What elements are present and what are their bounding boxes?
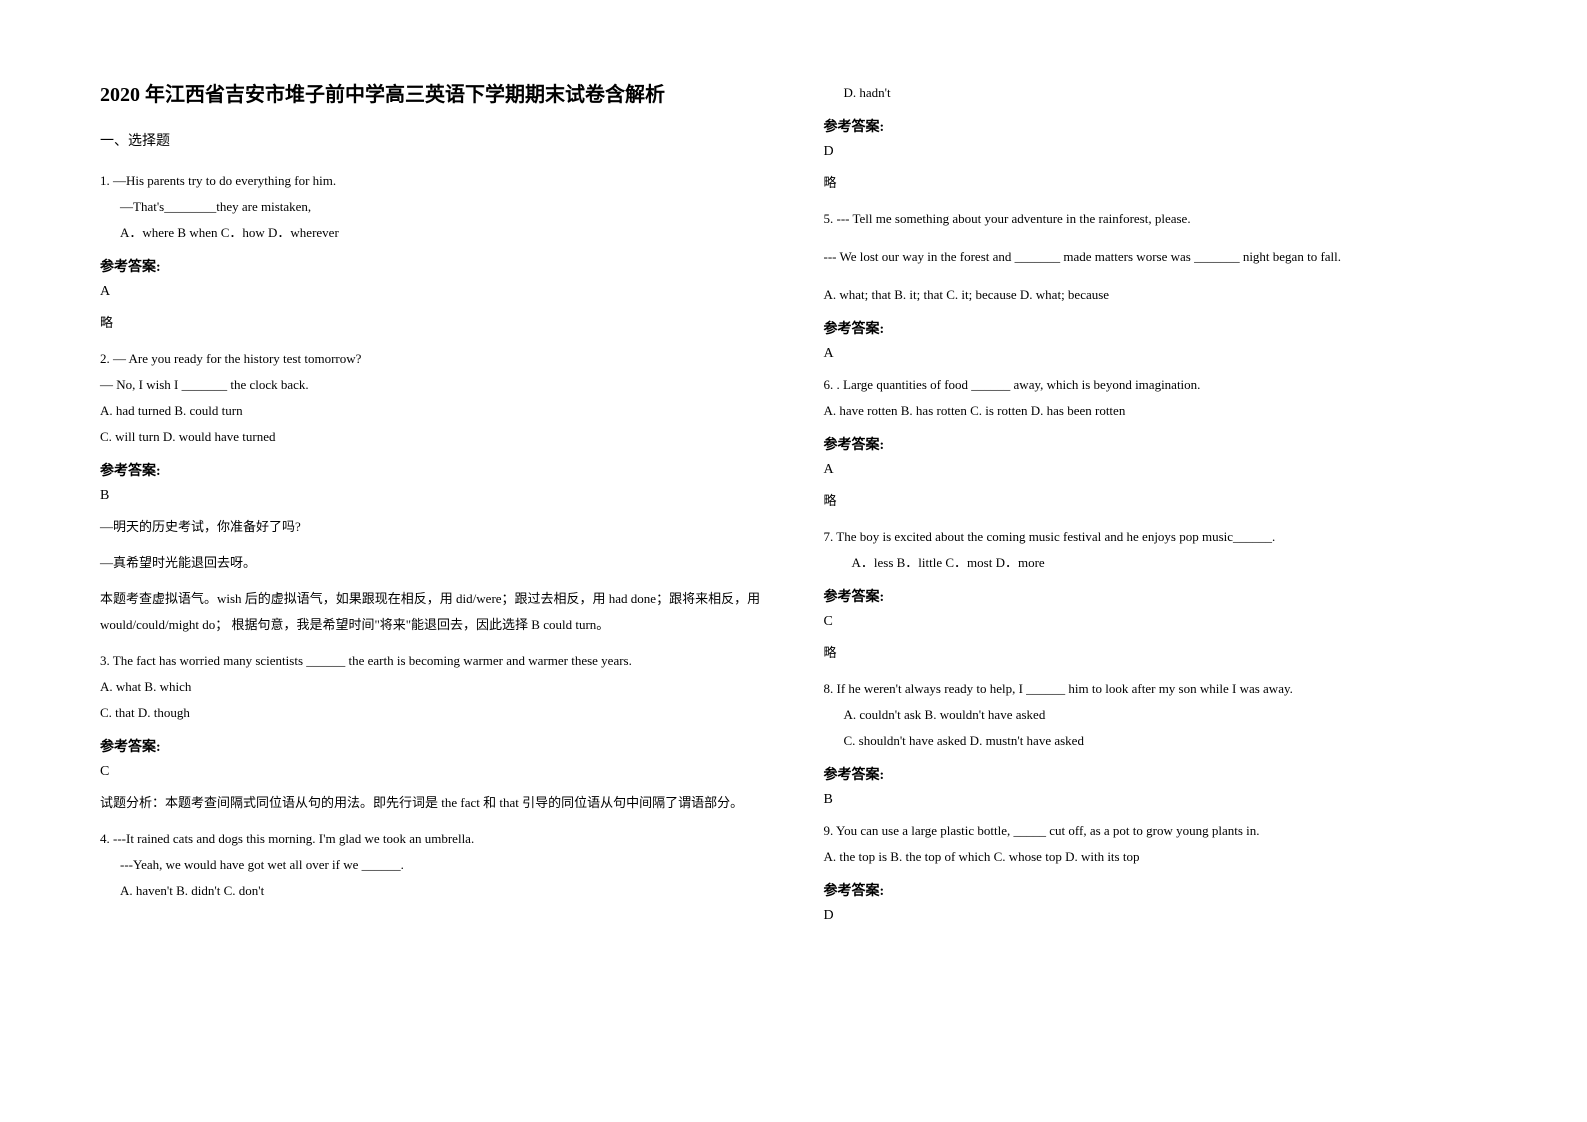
q2-exp3: 本题考查虚拟语气。wish 后的虚拟语气，如果跟现在相反，用 did/were；… — [100, 586, 764, 638]
q1-line2: —That's________they are mistaken, — [100, 194, 764, 220]
question-8: 8. If he weren't always ready to help, I… — [824, 676, 1488, 754]
q4-opt-d: D. hadn't — [824, 80, 1488, 106]
q7-options: A．less B．little C．most D．more — [824, 550, 1488, 576]
answer-label: 参考答案: — [100, 256, 764, 276]
q7-explanation: 略 — [824, 640, 1488, 666]
question-4: 4. ---It rained cats and dogs this morni… — [100, 826, 764, 904]
q9-options: A. the top is B. the top of which C. who… — [824, 844, 1488, 870]
q3-exp1: 试题分析：本题考查间隔式同位语从句的用法。即先行词是 the fact 和 th… — [100, 790, 764, 816]
q2-opt-a: A. had turned B. could turn — [100, 398, 764, 424]
q2-exp1: —明天的历史考试，你准备好了吗? — [100, 514, 764, 540]
q4-explanation: 略 — [824, 170, 1488, 196]
q8-line1: 8. If he weren't always ready to help, I… — [824, 676, 1488, 702]
section-header: 一、选择题 — [100, 130, 764, 150]
question-3: 3. The fact has worried many scientists … — [100, 648, 764, 726]
answer-label: 参考答案: — [824, 880, 1488, 900]
answer-label: 参考答案: — [824, 764, 1488, 784]
question-9: 9. You can use a large plastic bottle, _… — [824, 818, 1488, 870]
q6-options: A. have rotten B. has rotten C. is rotte… — [824, 398, 1488, 424]
left-column: 2020 年江西省吉安市堆子前中学高三英语下学期期末试卷含解析 一、选择题 1.… — [100, 80, 764, 1082]
q4-options: A. haven't B. didn't C. don't — [100, 878, 764, 904]
question-1: 1. —His parents try to do everything for… — [100, 168, 764, 246]
q3-opt-a: A. what B. which — [100, 674, 764, 700]
answer-label: 参考答案: — [100, 460, 764, 480]
answer-label: 参考答案: — [824, 318, 1488, 338]
q2-exp2: —真希望时光能退回去呀。 — [100, 550, 764, 576]
q5-line1: 5. --- Tell me something about your adve… — [824, 206, 1488, 232]
answer-label: 参考答案: — [824, 116, 1488, 136]
q1-options: A．where B when C．how D．wherever — [100, 220, 764, 246]
q3-answer: C — [100, 764, 764, 780]
document-title: 2020 年江西省吉安市堆子前中学高三英语下学期期末试卷含解析 — [100, 80, 764, 110]
q7-answer: C — [824, 614, 1488, 630]
q4-line1: 4. ---It rained cats and dogs this morni… — [100, 826, 764, 852]
answer-label: 参考答案: — [100, 736, 764, 756]
q1-answer: A — [100, 284, 764, 300]
q8-answer: B — [824, 792, 1488, 808]
q5-answer: A — [824, 346, 1488, 362]
q2-answer: B — [100, 488, 764, 504]
q4-line2: ---Yeah, we would have got wet all over … — [100, 852, 764, 878]
answer-label: 参考答案: — [824, 586, 1488, 606]
question-7: 7. The boy is excited about the coming m… — [824, 524, 1488, 576]
q1-explanation: 略 — [100, 310, 764, 336]
q8-opt-a: A. couldn't ask B. wouldn't have asked — [824, 702, 1488, 728]
q6-answer: A — [824, 462, 1488, 478]
q3-opt-c: C. that D. though — [100, 700, 764, 726]
q5-options: A. what; that B. it; that C. it; because… — [824, 282, 1488, 308]
q6-line1: 6. . Large quantities of food ______ awa… — [824, 372, 1488, 398]
q4-opt-d-text: D. hadn't — [824, 80, 1488, 106]
q2-opt-c: C. will turn D. would have turned — [100, 424, 764, 450]
question-2: 2. — Are you ready for the history test … — [100, 346, 764, 450]
q6-explanation: 略 — [824, 488, 1488, 514]
q9-answer: D — [824, 908, 1488, 924]
q9-line1: 9. You can use a large plastic bottle, _… — [824, 818, 1488, 844]
q5-line2: --- We lost our way in the forest and __… — [824, 244, 1488, 270]
q4-answer: D — [824, 144, 1488, 160]
q2-line1: 2. — Are you ready for the history test … — [100, 346, 764, 372]
question-6: 6. . Large quantities of food ______ awa… — [824, 372, 1488, 424]
answer-label: 参考答案: — [824, 434, 1488, 454]
right-column: D. hadn't 参考答案: D 略 5. --- Tell me somet… — [824, 80, 1488, 1082]
q8-opt-c: C. shouldn't have asked D. mustn't have … — [824, 728, 1488, 754]
q1-line1: 1. —His parents try to do everything for… — [100, 168, 764, 194]
q7-line1: 7. The boy is excited about the coming m… — [824, 524, 1488, 550]
q2-line2: — No, I wish I _______ the clock back. — [100, 372, 764, 398]
q3-line1: 3. The fact has worried many scientists … — [100, 648, 764, 674]
question-5: 5. --- Tell me something about your adve… — [824, 206, 1488, 308]
